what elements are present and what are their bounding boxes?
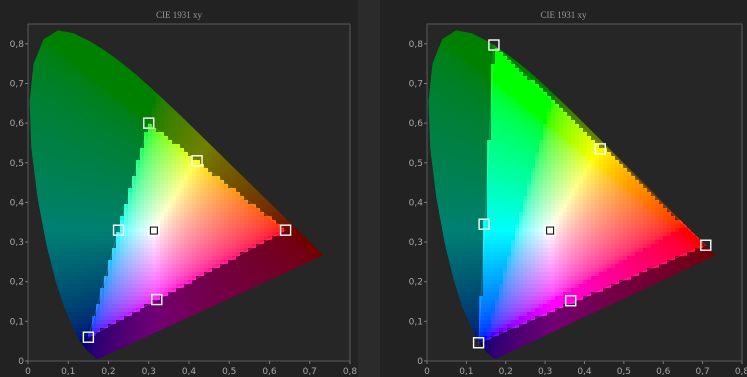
y-tick-label: 0,8 <box>409 40 424 50</box>
y-tick-label: 0,3 <box>409 238 423 248</box>
x-tick-label: 0,4 <box>182 367 197 377</box>
chromaticity-chart-left: 0 0,1 0,2 0,3 0,4 0,5 0,6 0,7 0,8 0 0,1 0,2 0,3 0,4 0,… <box>10 23 358 377</box>
y-tick-label: 0,8 <box>10 40 25 50</box>
gamut-triangle <box>478 43 707 344</box>
measurement-marker <box>143 117 155 129</box>
x-tick-label: 0,5 <box>222 367 236 377</box>
measurement-marker <box>82 331 95 343</box>
measurement-marker <box>594 143 606 155</box>
white-point-marker <box>546 226 555 235</box>
y-tick-label: 0,4 <box>10 198 25 208</box>
y-tick-label: 0,4 <box>409 198 424 208</box>
chart-title: CIE 1931 xy <box>156 10 202 20</box>
x-tick-label: 0,7 <box>303 367 317 377</box>
x-tick-label: 0,3 <box>142 367 156 377</box>
x-tick-label: 0,4 <box>577 367 592 377</box>
x-tick-label: 0,5 <box>617 367 631 377</box>
y-tick-label: 0,6 <box>409 119 424 129</box>
x-tick-label: 0 <box>424 367 430 377</box>
y-tick-label: 0,2 <box>10 278 24 288</box>
chromaticity-chart-right: 0 0,1 0,2 0,3 0,4 0,5 0,6 0,7 0,8 0 0,1 0,2 0,3 0,4 0,… <box>409 23 747 377</box>
y-tick-label: 0,6 <box>10 119 25 129</box>
y-tick-label: 0,2 <box>409 278 423 288</box>
measurement-marker <box>478 218 490 230</box>
x-tick-label: 0,3 <box>538 367 552 377</box>
measurement-marker <box>700 239 712 251</box>
measurement-marker <box>544 224 556 237</box>
measurement-marker <box>148 224 160 237</box>
y-tick-label: 0,1 <box>10 317 24 327</box>
panel-divider <box>358 0 380 377</box>
measurement-marker <box>151 293 163 306</box>
gamut-triangle <box>87 122 287 339</box>
x-tick-label: 0,6 <box>262 367 277 377</box>
y-tick-label: 0,3 <box>10 238 24 248</box>
y-tick-label: 0,1 <box>409 317 423 327</box>
measurement-marker <box>112 224 125 236</box>
x-tick-label: 0 <box>25 367 31 377</box>
measurement-marker <box>191 155 203 167</box>
x-tick-label: 0,1 <box>61 367 75 377</box>
white-point-marker <box>149 226 158 235</box>
y-tick-label: 0,5 <box>409 159 423 169</box>
y-tick-label: 0 <box>18 357 24 367</box>
measurement-marker <box>565 295 577 307</box>
x-tick-label: 0,6 <box>656 367 671 377</box>
x-tick-label: 0,1 <box>459 367 473 377</box>
x-tick-label: 0,2 <box>101 367 115 377</box>
chart-title: CIE 1931 xy <box>540 10 587 20</box>
measurement-marker <box>472 337 485 349</box>
y-tick-label: 0,7 <box>10 79 24 89</box>
x-tick-label: 0,8 <box>735 367 747 377</box>
y-tick-label: 0 <box>417 357 423 367</box>
y-tick-label: 0,7 <box>409 79 423 89</box>
x-tick-label: 0,2 <box>499 367 513 377</box>
x-tick-label: 0,8 <box>343 367 358 377</box>
x-tick-label: 0,7 <box>695 367 709 377</box>
measurement-marker <box>488 39 500 51</box>
y-tick-label: 0,5 <box>10 159 24 169</box>
measurement-marker <box>279 224 292 236</box>
